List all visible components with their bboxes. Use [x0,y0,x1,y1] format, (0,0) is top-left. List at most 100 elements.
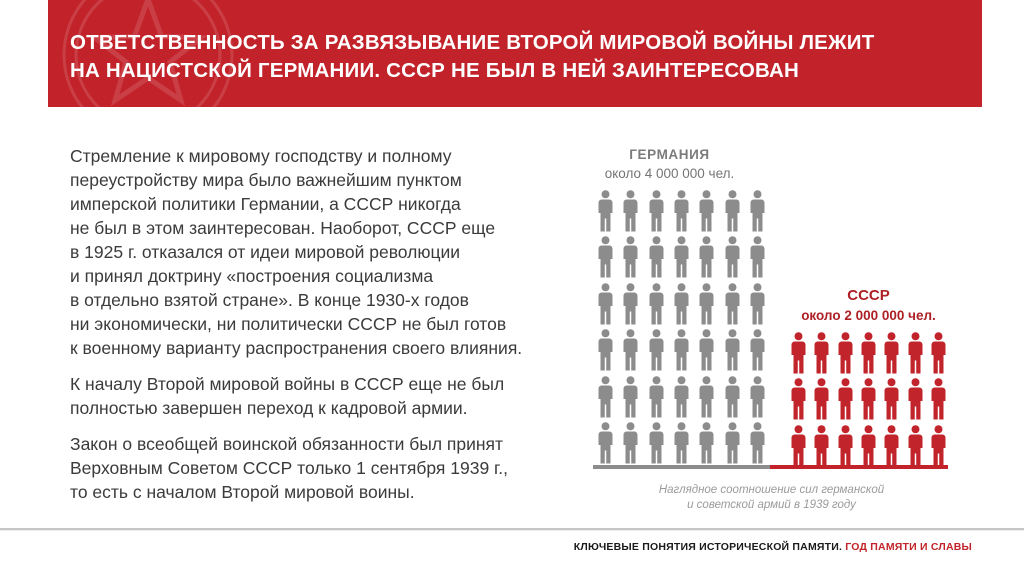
germany-label: ГЕРМАНИЯ около 4 000 000 чел. [581,146,758,183]
person-icon [598,283,613,325]
paragraph-line: Стремление к мировому господству и полно… [70,146,452,166]
paragraph-line: Верховным Советом СССР только 1 сентября… [70,458,509,478]
paragraph-line: ни экономически, ни политически СССР не … [70,314,507,334]
ussr-label: СССР около 2 000 000 чел. [787,286,950,325]
body-text: Стремление к мировому господству и полно… [70,144,590,516]
person-icon [931,378,946,420]
person-icon [725,422,740,464]
person-icon [674,375,689,418]
person-icon [814,378,829,420]
footer-series-title: КЛЮЧЕВЫЕ ПОНЯТИЯ ИСТОРИЧЕСКОЙ ПАМЯТИ. [573,541,843,553]
ussr-value: около 2 000 000 чел. [801,308,936,323]
paragraph-line: не был в этом заинтересован. Наоборот, С… [70,218,496,238]
paragraph-line: Закон о всеобщей воинской обязанности бы… [70,434,504,454]
ussr-baseline [770,465,948,469]
person-icon [791,332,806,374]
germany-value: около 4 000 000 чел. [604,166,735,181]
person-icon [908,378,923,420]
person-icon [674,283,689,325]
person-icon [931,332,946,374]
paragraph-line: и принял доктрину «построения социализма [70,266,434,286]
person-icon [674,236,689,278]
paragraph-line: в отдельно взятой стране». В конце 1930-… [70,290,469,310]
person-icon [750,329,765,371]
paragraph-2: К началу Второй мировой войны в СССР еще… [70,372,590,420]
person-icon [750,422,765,464]
person-icon [699,236,714,278]
paragraph-line: к военному варианту распространения свое… [70,338,523,358]
person-icon [791,378,806,420]
person-icon [861,425,876,467]
person-icon [750,236,765,278]
person-icon [674,329,689,371]
chart-caption-line-1: Наглядное соотношение сил германской [658,484,885,496]
person-icon [649,236,664,278]
person-icon [725,190,740,232]
germany-name: ГЕРМАНИЯ [629,147,710,162]
person-icon [725,236,740,278]
person-icon [699,329,714,371]
paragraph-line: К началу Второй мировой войны в СССР еще… [70,374,505,394]
person-icon [699,190,714,232]
person-icon [623,375,638,418]
person-icon [725,329,740,371]
person-icon [908,332,923,374]
person-icon [814,332,829,374]
germany-pictogram-grid [593,190,770,468]
person-icon [623,236,638,278]
person-icon [725,375,740,418]
paragraph-3: Закон о всеобщей воинской обязанности бы… [70,432,590,504]
paragraph-line: имперской политики Германии, а СССР нико… [70,194,461,214]
person-icon [838,332,853,374]
germany-baseline [593,465,770,469]
chart-caption-line-2: и советской армий в 1939 году [687,499,856,511]
person-icon [861,332,876,374]
person-icon [699,375,714,418]
person-icon [649,422,664,464]
footer: КЛЮЧЕВЫЕ ПОНЯТИЯ ИСТОРИЧЕСКОЙ ПАМЯТИ. ГО… [574,541,972,553]
person-icon [931,425,946,467]
paragraph-line: в 1925 г. отказался от идеи мировой рево… [70,242,461,262]
header-banner: ОТВЕТСТВЕННОСТЬ ЗА РАЗВЯЗЫВАНИЕ ВТОРОЙ М… [48,0,982,107]
person-icon [884,332,899,374]
slide-title-line-1: ОТВЕТСТВЕННОСТЬ ЗА РАЗВЯЗЫВАНИЕ ВТОРОЙ М… [70,31,875,54]
person-icon [838,425,853,467]
star-emblem-icon [62,0,234,107]
person-icon [649,283,664,325]
person-icon [674,190,689,232]
person-icon [649,375,664,418]
person-icon [623,190,638,232]
paragraph-1: Стремление к мировому господству и полно… [70,144,590,360]
person-icon [623,283,638,325]
paragraph-line: полностью завершен переход к кадровой ар… [70,398,468,418]
person-icon [750,375,765,418]
person-icon [623,329,638,371]
ussr-name: СССР [847,287,890,304]
person-icon [598,422,613,464]
person-icon [791,425,806,467]
ussr-pictogram-grid [787,332,950,471]
person-icon [725,283,740,325]
footer-campaign-title: ГОД ПАМЯТИ И СЛАВЫ [845,541,972,553]
person-icon [598,375,613,418]
person-icon [674,422,689,464]
person-icon [814,425,829,467]
person-icon [750,283,765,325]
person-icon [908,425,923,467]
footer-divider [0,528,1024,531]
person-icon [884,425,899,467]
slide-title-line-2: НА НАЦИСТСКОЙ ГЕРМАНИИ. СССР НЕ БЫЛ В НЕ… [70,59,799,82]
chart-caption: Наглядное соотношение сил германской и с… [593,483,950,513]
person-icon [699,422,714,464]
paragraph-line: то есть с началом Второй мировой воины. [70,482,415,502]
person-icon [598,236,613,278]
person-icon [598,190,613,232]
person-icon [649,190,664,232]
person-icon [598,329,613,371]
paragraph-line: переустройству мира было важнейшим пункт… [70,170,462,190]
person-icon [884,378,899,420]
person-icon [750,190,765,232]
person-icon [838,378,853,420]
person-icon [699,283,714,325]
